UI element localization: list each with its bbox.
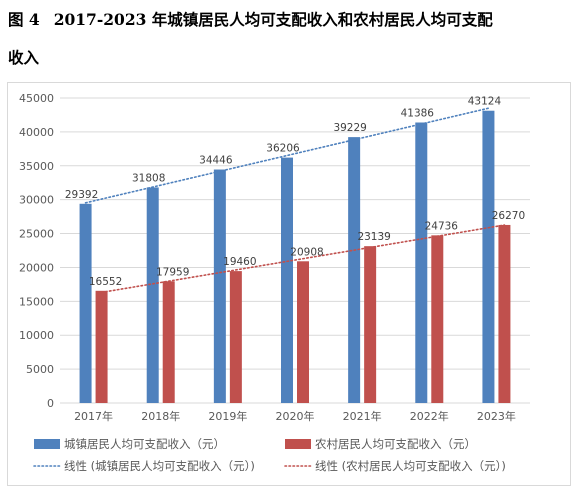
rural-income-bar xyxy=(95,290,108,403)
urban-income-bar xyxy=(213,169,226,403)
chart-title-line1: 2017-2023 年城镇居民人均可支配收入和农村居民人均可支配 xyxy=(53,10,493,29)
chart-title-continuation: 收入 xyxy=(8,48,40,67)
rural-data-label: 24736 xyxy=(425,220,459,232)
rural-data-label: 26270 xyxy=(492,210,525,222)
legend-rural-label: 农村居民人均可支配收入（元） xyxy=(315,437,476,451)
y-tick-label: 35000 xyxy=(19,160,54,173)
x-tick-label: 2021年 xyxy=(343,409,382,423)
data-labels: 29392 16552 31808 17959 34446 19460 36206 20908… xyxy=(65,96,525,288)
legend: 城镇居民人均可支配收入（元） 农村居民人均可支配收入（元） 线性 (城镇居民人均可支… xyxy=(33,437,506,473)
y-tick-label: 20000 xyxy=(19,261,54,274)
legend-urban-swatch xyxy=(34,439,60,449)
legend-rural-trend-label: 线性 (农村居民人均可支配收入（元）) xyxy=(315,459,506,473)
x-tick-label: 2023年 xyxy=(477,409,516,423)
x-tick-label: 2022年 xyxy=(410,409,449,423)
legend-urban-label: 城镇居民人均可支配收入（元） xyxy=(64,437,225,451)
rural-data-label: 20908 xyxy=(290,246,323,258)
legend-urban-trend-label: 线性 (城镇居民人均可支配收入（元）) xyxy=(64,459,255,473)
y-tick-label: 0 xyxy=(47,397,54,410)
figure-label: 图 4 xyxy=(8,10,40,29)
urban-income-bar xyxy=(79,203,92,403)
bars xyxy=(79,110,511,404)
urban-data-label: 29392 xyxy=(65,189,98,201)
rural-income-bar xyxy=(364,246,377,403)
urban-data-label: 43124 xyxy=(468,96,502,108)
rural-trendline xyxy=(100,224,506,294)
y-tick-label: 40000 xyxy=(19,126,54,139)
y-tick-label: 25000 xyxy=(19,228,54,241)
urban-income-bar xyxy=(146,187,159,403)
rural-data-label: 23139 xyxy=(357,231,390,243)
rural-income-bar xyxy=(162,281,175,403)
chart-title: 图 4 2017-2023 年城镇居民人均可支配收入和农村居民人均可支配 xyxy=(8,8,493,30)
urban-data-label: 36206 xyxy=(266,143,300,155)
y-tick-label: 45000 xyxy=(19,92,54,105)
urban-income-bar xyxy=(482,110,495,403)
x-tick-label: 2017年 xyxy=(74,409,113,423)
rural-data-label: 17959 xyxy=(156,266,189,278)
x-tick-label: 2018年 xyxy=(141,409,180,423)
y-tick-label: 30000 xyxy=(19,194,54,207)
x-axis-ticks: 2017年 2018年 2019年 2020年 2021年 2022年 2023年 xyxy=(74,409,516,423)
urban-data-label: 39229 xyxy=(333,122,366,134)
urban-data-label: 41386 xyxy=(401,107,435,119)
urban-income-bar xyxy=(348,137,361,403)
trendlines xyxy=(84,107,506,294)
gridlines xyxy=(60,97,530,404)
urban-trendline xyxy=(84,107,490,204)
y-tick-label: 10000 xyxy=(19,329,54,342)
legend-rural-swatch xyxy=(285,439,311,449)
urban-data-label: 34446 xyxy=(199,155,233,167)
x-tick-label: 2020年 xyxy=(276,409,315,423)
rural-income-bar xyxy=(498,224,511,403)
y-axis-ticks: 0 5000 10000 15000 20000 25000 30000 35000 40000… xyxy=(19,92,54,410)
rural-income-bar xyxy=(297,261,309,403)
rural-income-bar xyxy=(229,271,242,403)
rural-income-bar xyxy=(431,235,444,403)
x-tick-label: 2019年 xyxy=(208,409,247,423)
rural-data-label: 19460 xyxy=(223,256,256,268)
urban-income-bar xyxy=(415,122,428,404)
y-tick-label: 15000 xyxy=(19,295,54,308)
y-tick-label: 5000 xyxy=(26,363,54,376)
urban-income-bar xyxy=(281,157,293,403)
rural-data-label: 16552 xyxy=(89,276,122,288)
urban-data-label: 31808 xyxy=(132,172,165,184)
